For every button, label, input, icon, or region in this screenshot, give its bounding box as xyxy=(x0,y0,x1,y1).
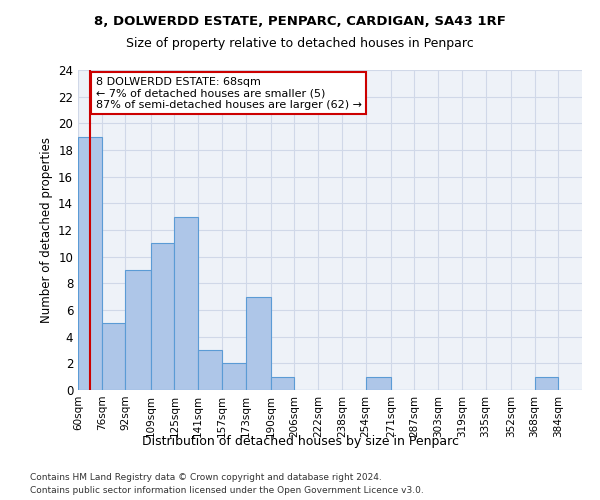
Bar xyxy=(125,270,151,390)
Bar xyxy=(245,296,271,390)
Bar xyxy=(151,244,175,390)
Text: Contains HM Land Registry data © Crown copyright and database right 2024.: Contains HM Land Registry data © Crown c… xyxy=(30,472,382,482)
Y-axis label: Number of detached properties: Number of detached properties xyxy=(40,137,53,323)
Bar xyxy=(271,376,295,390)
Bar xyxy=(365,376,391,390)
Bar xyxy=(175,216,198,390)
Bar xyxy=(78,136,102,390)
Bar xyxy=(198,350,222,390)
Text: Size of property relative to detached houses in Penparc: Size of property relative to detached ho… xyxy=(126,38,474,51)
Text: 8, DOLWERDD ESTATE, PENPARC, CARDIGAN, SA43 1RF: 8, DOLWERDD ESTATE, PENPARC, CARDIGAN, S… xyxy=(94,15,506,28)
Text: Distribution of detached houses by size in Penparc: Distribution of detached houses by size … xyxy=(142,435,458,448)
Text: 8 DOLWERDD ESTATE: 68sqm
← 7% of detached houses are smaller (5)
87% of semi-det: 8 DOLWERDD ESTATE: 68sqm ← 7% of detache… xyxy=(96,76,362,110)
Text: Contains public sector information licensed under the Open Government Licence v3: Contains public sector information licen… xyxy=(30,486,424,495)
Bar xyxy=(535,376,558,390)
Bar xyxy=(102,324,125,390)
Bar xyxy=(222,364,245,390)
